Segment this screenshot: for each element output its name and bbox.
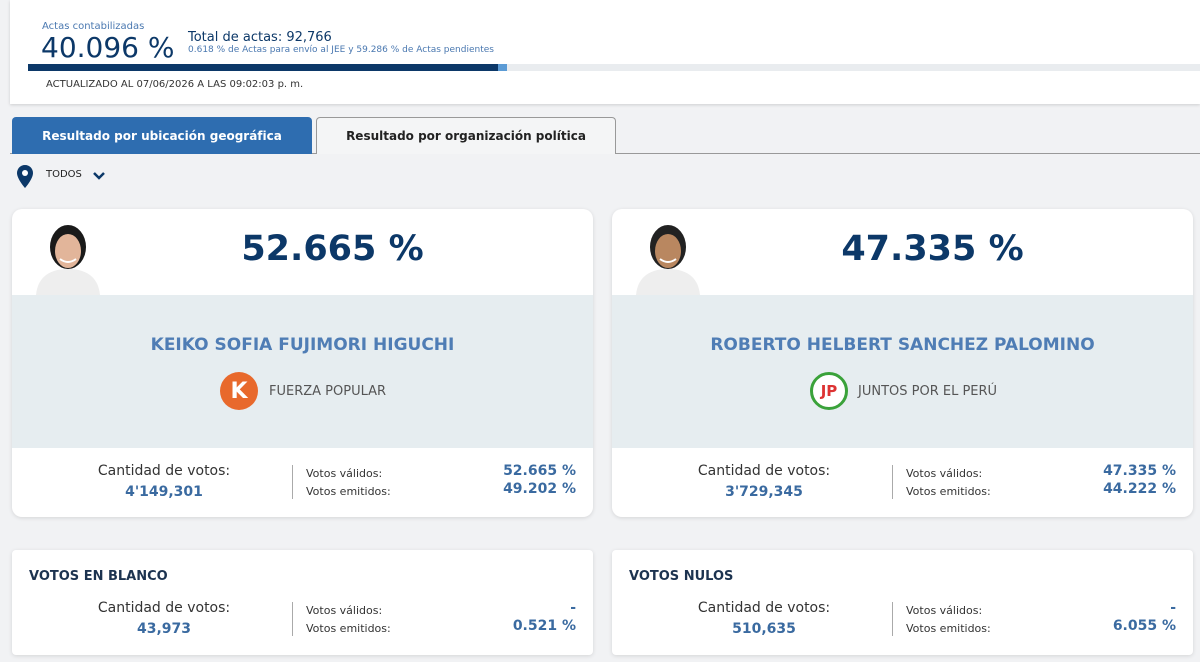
valid-label: Votos válidos: <box>306 467 383 480</box>
counted-label: Actas contabilizadas <box>42 21 145 32</box>
summary-panel: Actas contabilizadas 40.096 % Total de a… <box>10 0 1200 104</box>
valid-label: Votos válidos: <box>906 604 983 617</box>
updated: ACTUALIZADO AL 07/06/2026 A LAS 09:02:03… <box>46 79 304 90</box>
emitted: 0.521 % <box>512 618 576 634</box>
valid-label: Votos válidos: <box>906 467 983 480</box>
actas-note: 0.618 % de Actas para envío al JEE y 59.… <box>188 45 494 55</box>
emitted: 49.202 % <box>503 481 576 497</box>
chevron[interactable] <box>92 170 106 182</box>
progress-bar <box>28 64 498 71</box>
candidate-name: KEIKO SOFIA FUJIMORI HIGUCHI <box>150 335 455 355</box>
valid-label: Votos válidos: <box>306 604 383 617</box>
valid: 47.335 % <box>1103 463 1176 479</box>
votes-label: Cantidad de votos: <box>697 463 831 479</box>
emitted: 6.055 % <box>1112 618 1176 634</box>
votes: 510,635 <box>732 621 796 637</box>
emitted-label: Votos emitidos: <box>906 485 991 498</box>
emitted-label: Votos emitidos: <box>906 622 991 635</box>
party-name: FUERZA POPULAR <box>269 384 387 399</box>
emitted-label: Votos emitidos: <box>306 485 391 498</box>
tab-org[interactable]: Resultado por organización política <box>316 117 616 154</box>
candidate-name: ROBERTO HELBERT SANCHEZ PALOMINO <box>710 335 1095 355</box>
valid: 52.665 % <box>503 463 576 479</box>
candidate-card: 47.335 % ROBERTO HELBERT SANCHEZ PALOMINO… <box>612 209 1193 517</box>
divider <box>892 602 893 636</box>
votes-label: Cantidad de votos: <box>97 600 231 616</box>
party-logo: K <box>220 372 258 410</box>
votes: 4'149,301 <box>125 484 203 500</box>
tab-geo[interactable]: Resultado por ubicación geográfica <box>12 117 312 154</box>
other-card: VOTOS NULOS Cantidad de votos: 510,635 Voto… <box>612 550 1193 655</box>
votes-label: Cantidad de votos: <box>97 463 231 479</box>
votes-label: Cantidad de votos: <box>697 600 831 616</box>
valid: - <box>570 600 576 616</box>
counted-percent: 40.096 % <box>41 31 175 64</box>
party-logo: JP <box>810 372 848 410</box>
emitted-label: Votos emitidos: <box>306 622 391 635</box>
candidate-info: KEIKO SOFIA FUJIMORI HIGUCHI K FUERZA POPU… <box>12 295 593 448</box>
candidate-percent: 52.665 % <box>241 229 424 269</box>
other-title: VOTOS EN BLANCO <box>29 569 168 584</box>
other-title: VOTOS NULOS <box>629 569 734 584</box>
candidate-info: ROBERTO HELBERT SANCHEZ PALOMINO JP JUNTOS… <box>612 295 1193 448</box>
location-icon <box>17 165 33 188</box>
party-name: JUNTOS POR EL PERÚ <box>858 384 998 399</box>
candidate-percent: 47.335 % <box>841 229 1024 269</box>
emitted: 44.222 % <box>1103 481 1176 497</box>
divider <box>292 602 293 636</box>
candidate-card: 52.665 % KEIKO SOFIA FUJIMORI HIGUCHI K FUE… <box>12 209 593 517</box>
progress-jee <box>497 64 507 71</box>
votes: 43,973 <box>136 621 192 637</box>
valid: - <box>1170 600 1176 616</box>
progress-track <box>28 64 1200 71</box>
candidate-photo <box>36 225 100 295</box>
candidate-photo <box>636 225 700 295</box>
votes: 3'729,345 <box>725 484 803 500</box>
divider <box>892 465 893 499</box>
divider <box>292 465 293 499</box>
other-card: VOTOS EN BLANCO Cantidad de votos: 43,973 V… <box>12 550 593 655</box>
total-actas: Total de actas: 92,766 <box>188 30 332 45</box>
filter[interactable]: TODOS <box>46 169 82 180</box>
